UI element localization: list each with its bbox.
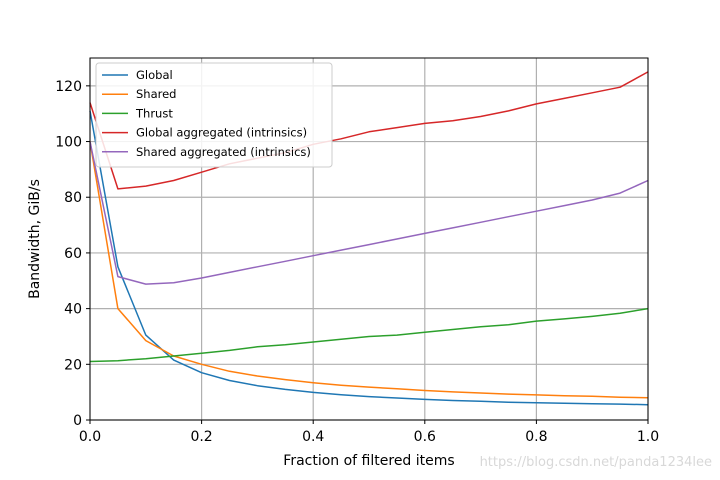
x-tick-label: 0.8 (525, 429, 547, 445)
x-tick-label: 0.4 (302, 429, 324, 445)
legend-entry-label: Global (136, 68, 173, 82)
y-tick-label: 0 (73, 413, 82, 429)
legend-entry-label: Thrust (135, 106, 173, 120)
x-axis: 0.0 0.2 0.4 0.6 0.8 1.0 (79, 420, 659, 445)
series-line-global (89, 110, 649, 406)
legend-entry-label: Shared aggregated (intrinsics) (136, 145, 311, 159)
y-tick-label: 120 (55, 79, 82, 95)
series-line-global-aggregated-intrinsics (89, 71, 649, 190)
x-tick-label: 0.0 (79, 429, 101, 445)
y-tick-label: 20 (64, 357, 82, 373)
y-axis: 0 20 40 60 80 100 120 (55, 79, 90, 429)
x-tick-label: 0.6 (414, 429, 436, 445)
legend-entry-label: Global aggregated (intrinsics) (136, 126, 307, 140)
x-tick-label: 0.2 (190, 429, 212, 445)
x-axis-label: Fraction of filtered items (283, 453, 454, 469)
series-line-shared-aggregated-intrinsics (89, 141, 649, 285)
legend: Global Shared Thrust Global aggregated (int… (95, 62, 333, 168)
y-tick-label: 60 (64, 246, 82, 262)
y-axis-label: Bandwidth, GiB/s (27, 179, 43, 299)
plot-frame (89, 57, 649, 421)
legend-box (95, 62, 333, 168)
watermark: https://blog.csdn.net/panda1234lee (480, 455, 712, 470)
y-tick-label: 100 (55, 135, 82, 151)
series-line-shared (89, 141, 649, 399)
x-tick-label: 1.0 (637, 429, 659, 445)
legend-entry-label: Shared (136, 87, 177, 101)
y-tick-label: 80 (64, 190, 82, 206)
series-line-thrust (89, 307, 649, 363)
series-lines (89, 71, 649, 406)
y-tick-label: 40 (64, 302, 82, 318)
